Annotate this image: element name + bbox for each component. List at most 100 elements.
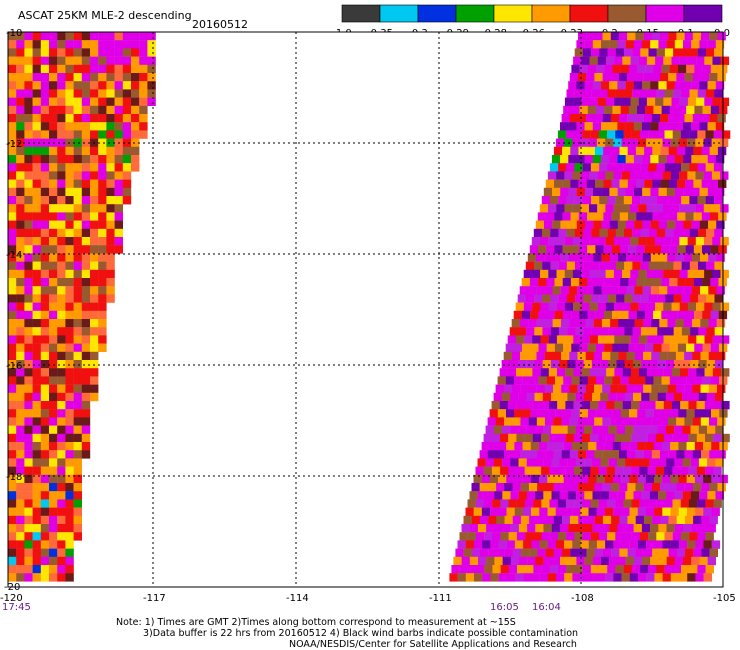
swath-cell xyxy=(24,220,33,229)
swath-cell xyxy=(689,294,699,303)
swath-cell xyxy=(40,253,50,262)
swath-cell xyxy=(691,81,700,90)
swath-cell xyxy=(73,401,82,410)
swath-cell xyxy=(637,138,647,147)
swath-cell xyxy=(57,155,66,164)
lon-label: -105 xyxy=(713,593,736,604)
swath-cell xyxy=(656,48,666,57)
swath-cell xyxy=(8,466,17,475)
swath-cell xyxy=(8,179,17,188)
swath-cell xyxy=(547,171,557,180)
swath-cell xyxy=(90,114,99,123)
swath-cell xyxy=(8,573,17,582)
swath-cell xyxy=(147,89,156,98)
swath-cell xyxy=(715,40,725,49)
swath-cell xyxy=(604,507,614,516)
swath-cell xyxy=(591,228,600,238)
swath-cell xyxy=(625,524,634,533)
swath-cell xyxy=(607,130,616,139)
swath-cell xyxy=(32,122,41,131)
swath-cell xyxy=(576,40,585,49)
swath-cell xyxy=(498,573,507,582)
swath-cell xyxy=(518,524,528,533)
swath-cell xyxy=(613,138,622,147)
swath-cell xyxy=(40,171,50,180)
swath-cell xyxy=(614,335,623,344)
swath-cell xyxy=(599,261,608,270)
swath-cell xyxy=(549,499,558,508)
swath-cell xyxy=(631,532,641,541)
swath-cell xyxy=(687,56,697,65)
swath-cell xyxy=(570,245,580,254)
swath-cell xyxy=(677,245,686,254)
swath-cell xyxy=(676,146,686,156)
swath-cell xyxy=(597,56,607,65)
swath-cell xyxy=(650,524,659,533)
swath-cell xyxy=(653,105,662,115)
swath-cell xyxy=(681,48,690,57)
swath-cell xyxy=(589,204,598,213)
swath-cell xyxy=(626,220,635,229)
swath-cell xyxy=(530,376,539,385)
swath-cell xyxy=(540,401,550,410)
swath-left xyxy=(8,32,156,582)
swath-cell xyxy=(674,491,683,500)
swath-cell xyxy=(497,409,507,418)
swath-cell xyxy=(689,163,698,172)
swath-cell xyxy=(73,187,82,197)
swath-cell xyxy=(457,540,466,549)
swath-cell xyxy=(131,89,140,98)
swath-cell xyxy=(709,450,718,459)
swath-cell xyxy=(600,458,609,467)
swath-cell xyxy=(696,97,705,106)
swath-cell xyxy=(647,433,656,443)
swath-cell xyxy=(637,105,646,115)
swath-cell xyxy=(607,565,616,574)
swath-cell xyxy=(106,32,115,41)
swath-cell xyxy=(32,245,41,254)
swath-cell xyxy=(494,491,503,500)
swath-cell xyxy=(604,409,613,418)
swath-cell xyxy=(660,450,669,459)
swath-cell xyxy=(607,163,616,172)
swath-cell xyxy=(546,212,555,221)
swath-cell xyxy=(574,196,583,205)
swath-cell xyxy=(505,343,515,352)
swath-cell xyxy=(550,261,559,270)
swath-cell xyxy=(32,278,41,287)
swath-cell xyxy=(588,540,598,549)
swath-cell xyxy=(609,524,618,533)
swath-cell xyxy=(40,548,50,557)
swath-cell xyxy=(689,261,699,270)
swath-cell xyxy=(601,187,610,197)
swath-cell xyxy=(588,442,597,451)
swath-cell xyxy=(461,524,470,533)
swath-cell xyxy=(594,515,604,525)
swath-cell xyxy=(24,343,33,352)
swath-cell xyxy=(8,187,17,197)
swath-cell xyxy=(566,565,575,574)
swath-cell xyxy=(687,237,696,246)
swath-cell xyxy=(604,442,613,451)
swath-cell xyxy=(678,442,687,451)
swath-cell xyxy=(8,146,17,156)
swath-cell xyxy=(692,483,702,492)
swath-cell xyxy=(599,196,608,205)
swath-cell xyxy=(16,360,25,369)
swath-cell xyxy=(24,64,33,74)
swath-cell xyxy=(692,32,702,41)
swath-cell xyxy=(566,89,575,98)
swath-cell xyxy=(32,237,41,246)
swath-cell xyxy=(583,327,592,336)
swath-cell xyxy=(629,507,638,516)
swath-cell xyxy=(131,146,140,156)
swath-cell xyxy=(8,294,17,303)
swath-cell xyxy=(503,384,513,393)
swath-cell xyxy=(106,179,115,188)
swath-cell xyxy=(654,269,664,279)
swath-cell xyxy=(65,499,74,508)
swath-cell xyxy=(40,466,50,475)
swath-cell xyxy=(24,401,33,410)
swath-cell xyxy=(691,253,701,262)
swath-cell xyxy=(665,228,674,238)
